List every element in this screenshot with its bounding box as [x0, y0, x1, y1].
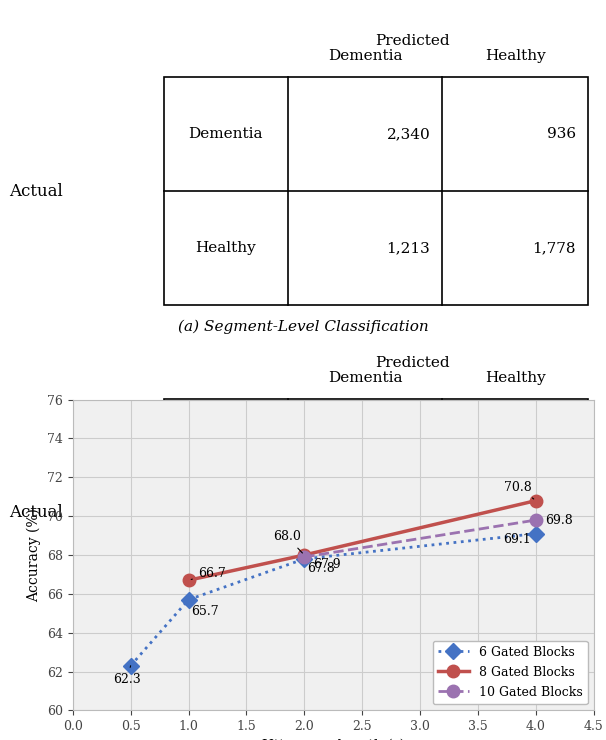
Bar: [164, 77, 588, 305]
Text: Dementia: Dementia: [188, 127, 263, 141]
Text: 68.0: 68.0: [273, 531, 302, 553]
Text: 1,213: 1,213: [387, 241, 430, 255]
Text: 67.8: 67.8: [307, 562, 335, 575]
Text: Dementia: Dementia: [328, 49, 402, 63]
Y-axis label: Accuracy (%): Accuracy (%): [27, 508, 41, 602]
Text: 1,778: 1,778: [532, 241, 576, 255]
Text: 69.1: 69.1: [504, 533, 531, 546]
Text: 62.3: 62.3: [113, 666, 141, 686]
Text: Dementia: Dementia: [188, 449, 263, 463]
Text: 67.9: 67.9: [314, 558, 341, 571]
Text: Healthy: Healthy: [195, 241, 256, 255]
Text: 65.7: 65.7: [191, 605, 219, 618]
Text: 66.7: 66.7: [191, 567, 225, 580]
Text: 2,340: 2,340: [387, 127, 430, 141]
Text: Predicted: Predicted: [375, 356, 450, 370]
Text: 66: 66: [556, 449, 576, 463]
Text: Healthy: Healthy: [485, 49, 545, 63]
X-axis label: Utterance length (s): Utterance length (s): [262, 739, 405, 740]
Text: 65: 65: [411, 563, 430, 577]
Text: 69.8: 69.8: [545, 514, 573, 527]
8 Gated Blocks: [185, 576, 192, 585]
Text: 936: 936: [547, 127, 576, 141]
Line: 6 Gated Blocks: 6 Gated Blocks: [125, 528, 542, 671]
Text: (a) Segment-Level Classification: (a) Segment-Level Classification: [178, 320, 428, 334]
6 Gated Blocks: [301, 554, 308, 563]
Text: Healthy: Healthy: [485, 371, 545, 385]
Text: Healthy: Healthy: [195, 563, 256, 577]
6 Gated Blocks: [127, 662, 135, 670]
Line: 10 Gated Blocks: 10 Gated Blocks: [298, 514, 542, 563]
Text: 189: 189: [401, 449, 430, 463]
6 Gated Blocks: [185, 595, 192, 604]
8 Gated Blocks: [301, 551, 308, 559]
Text: Actual: Actual: [10, 505, 63, 522]
Text: Dementia: Dementia: [328, 371, 402, 385]
Legend: 6 Gated Blocks, 8 Gated Blocks, 10 Gated Blocks: 6 Gated Blocks, 8 Gated Blocks, 10 Gated…: [433, 641, 588, 704]
Text: Predicted: Predicted: [375, 34, 450, 48]
6 Gated Blocks: [532, 529, 539, 538]
8 Gated Blocks: [532, 497, 539, 505]
10 Gated Blocks: [301, 553, 308, 562]
Text: 168: 168: [547, 563, 576, 577]
10 Gated Blocks: [532, 516, 539, 525]
Text: 70.8: 70.8: [504, 480, 534, 499]
Bar: [164, 399, 588, 627]
Line: 8 Gated Blocks: 8 Gated Blocks: [182, 494, 542, 587]
Text: Actual: Actual: [10, 183, 63, 200]
Text: (b) Session-Level Classification: (b) Session-Level Classification: [182, 642, 424, 656]
